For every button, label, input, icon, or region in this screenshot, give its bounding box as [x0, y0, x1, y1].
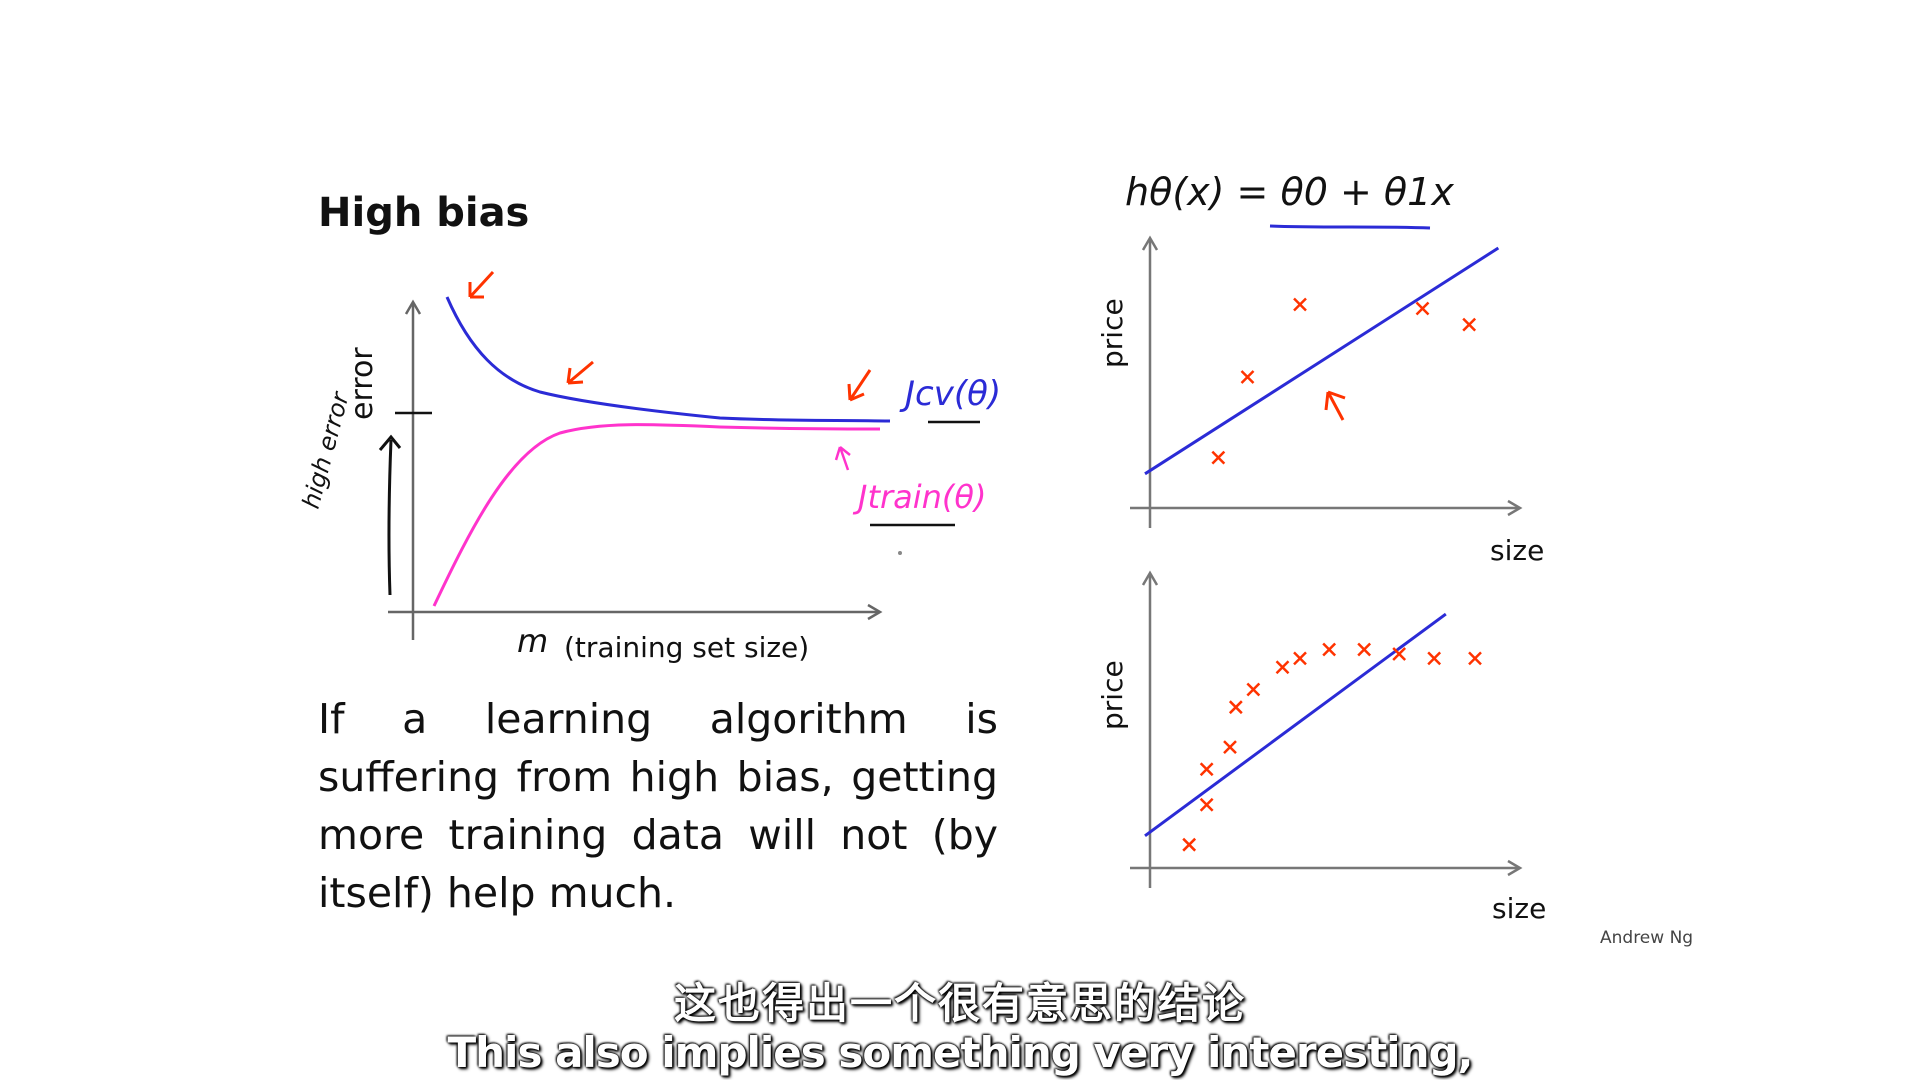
- data-point: [1199, 762, 1214, 777]
- plot-ylabel: price: [1096, 298, 1129, 368]
- data-point: [1415, 301, 1430, 316]
- red-arrow-icon: [468, 270, 495, 299]
- data-point: [1246, 682, 1261, 697]
- jtrain-curve: [432, 423, 881, 607]
- slide-author: Andrew Ng: [1600, 928, 1694, 948]
- learning-curve: error m (training set size) Jcv(θ) Jtrai…: [297, 270, 1001, 664]
- jcv-label: Jcv(θ): [899, 374, 1001, 414]
- stray-dot: [898, 551, 902, 555]
- plot-xlabel: size: [1492, 892, 1546, 925]
- plot-xlabel: size: [1490, 534, 1544, 567]
- data-point: [1199, 797, 1214, 812]
- hypothesis-underline: [1269, 224, 1431, 230]
- slide-title: High bias: [318, 190, 530, 236]
- scatter-plot-top: size price: [1096, 235, 1544, 567]
- lc-x-arrowhead: [867, 603, 883, 621]
- lc-xlabel-var: m: [517, 622, 548, 660]
- lc-y-arrowhead: [404, 299, 422, 315]
- plot-y-arrowhead: [1141, 570, 1159, 586]
- fit-line: [1144, 612, 1447, 838]
- plot-x-arrowhead: [1507, 859, 1523, 877]
- jcv-curve: [445, 296, 891, 423]
- handwritten-high-error-note: high error: [297, 387, 402, 596]
- svg-text:high error: high error: [297, 387, 355, 511]
- data-point: [1240, 370, 1255, 384]
- data-point: [1228, 700, 1243, 715]
- subtitle-chinese: 这也得出一个很有意思的结论: [673, 979, 1246, 1028]
- data-point: [1182, 837, 1197, 852]
- plot-x-arrowhead: [1507, 499, 1523, 517]
- data-point: [1468, 651, 1482, 666]
- jtrain-pointer-arrow: [834, 446, 851, 471]
- lc-xlabel: (training set size): [564, 631, 809, 664]
- data-point: [1275, 660, 1290, 675]
- lc-ylabel: error: [345, 347, 380, 420]
- data-point: [1427, 651, 1442, 666]
- data-point: [1293, 651, 1307, 666]
- data-point: [1357, 642, 1372, 657]
- slide-body-text: If a learning algorithm is suffering fro…: [318, 695, 998, 917]
- subtitle-english: This also implies something very interes…: [447, 1028, 1474, 1077]
- red-arrow-icon: [847, 369, 872, 402]
- scatter-plot-bottom: size price: [1096, 570, 1546, 925]
- plot-ylabel: price: [1096, 660, 1129, 730]
- red-arrow-icon: [566, 360, 594, 385]
- hypothesis-equation: hθ(x) = θ0 + θ1x: [1125, 170, 1454, 214]
- data-point: [1462, 317, 1477, 332]
- data-point: [1392, 647, 1407, 661]
- data-point: [1211, 450, 1226, 465]
- data-point: [1293, 297, 1307, 312]
- jtrain-label: Jtrain(θ): [852, 478, 986, 516]
- red-arrow-icon: [1324, 390, 1346, 421]
- plot-y-arrowhead: [1141, 235, 1159, 251]
- data-point: [1322, 642, 1337, 657]
- data-point: [1223, 740, 1237, 754]
- fit-line: [1144, 246, 1500, 476]
